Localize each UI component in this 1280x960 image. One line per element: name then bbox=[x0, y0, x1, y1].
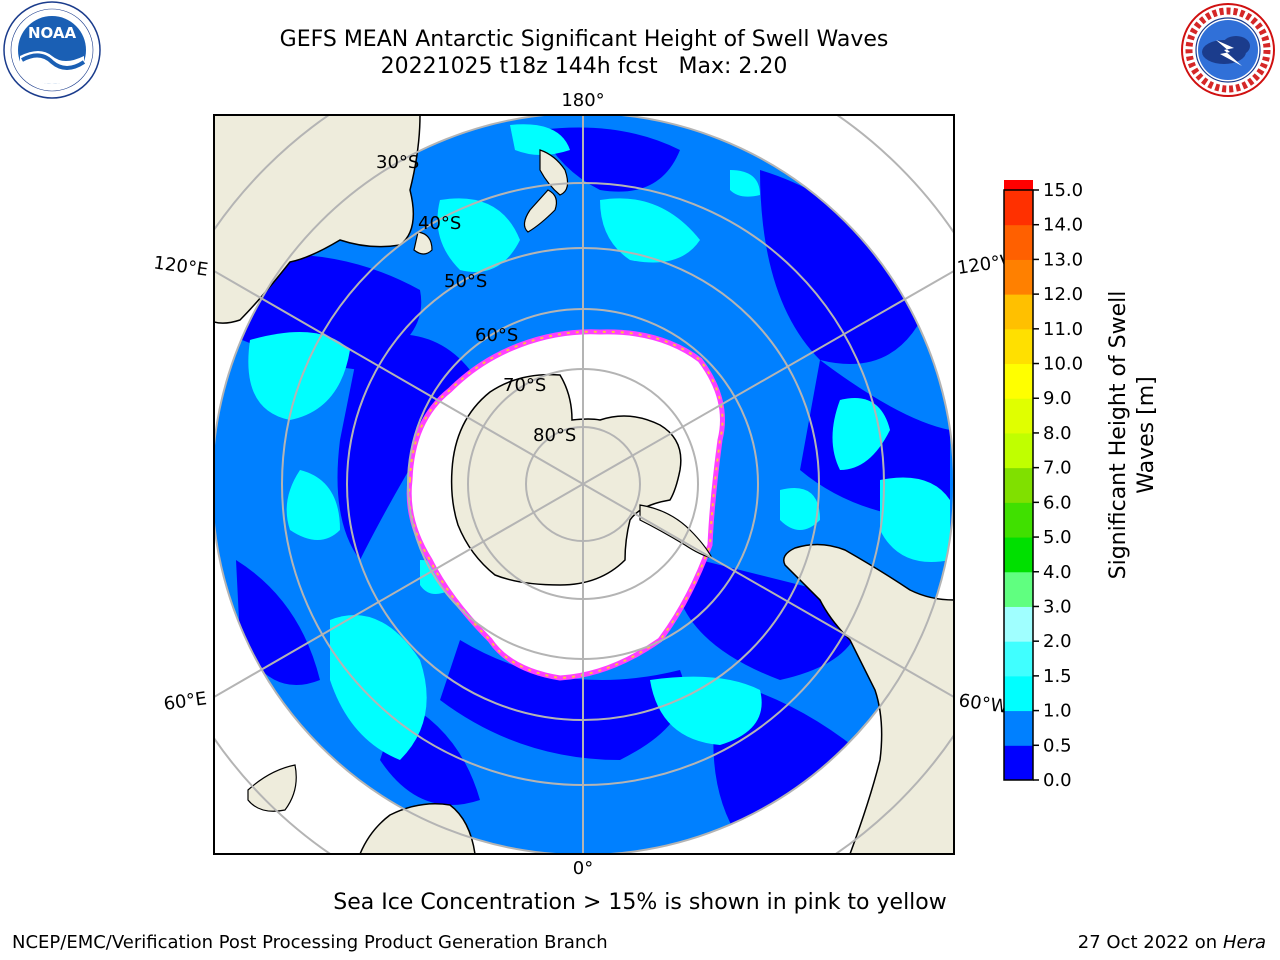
noaa-logo: NOAA bbox=[3, 1, 101, 99]
footer-date-text: 27 Oct 2022 on bbox=[1077, 932, 1223, 953]
nws-logo bbox=[1181, 3, 1275, 97]
footer-host: Hera bbox=[1222, 932, 1266, 953]
chart-title: GEFS MEAN Antarctic Significant Height o… bbox=[279, 27, 889, 52]
colorbar-swatch bbox=[1004, 398, 1033, 434]
colorbar-tick-label: 14.0 bbox=[1043, 215, 1083, 236]
colorbar-label: Significant Height of Swell Waves [m] bbox=[1106, 291, 1159, 580]
colorbar-swatch bbox=[1004, 467, 1033, 503]
colorbar-swatches bbox=[1004, 180, 1033, 781]
colorbar-tick-label: 3.0 bbox=[1043, 596, 1072, 617]
colorbar-tick-label: 7.0 bbox=[1043, 458, 1072, 479]
lat-label-50s: 50°S bbox=[444, 271, 487, 292]
map-area: 30°S 40°S 50°S 60°S 70°S 80°S bbox=[214, 115, 954, 854]
colorbar-tick-label: 10.0 bbox=[1043, 354, 1083, 375]
colorbar-tick-label: 0.0 bbox=[1043, 770, 1072, 790]
colorbar-swatch bbox=[1004, 537, 1033, 573]
colorbar-tick-label: 13.0 bbox=[1043, 249, 1083, 270]
colorbar-tick-label: 8.0 bbox=[1043, 423, 1072, 444]
colorbar-swatch bbox=[1004, 606, 1033, 642]
sea-ice-note: Sea Ice Concentration > 15% is shown in … bbox=[333, 890, 947, 915]
colorbar-swatch bbox=[1004, 710, 1033, 746]
colorbar-swatch bbox=[1004, 641, 1033, 677]
lat-label-40s: 40°S bbox=[418, 213, 461, 234]
colorbar-swatch bbox=[1004, 502, 1033, 538]
colorbar-tick-label: 2.0 bbox=[1043, 631, 1072, 652]
tasmania-land bbox=[413, 231, 433, 255]
colorbar-swatch bbox=[1004, 294, 1033, 330]
colorbar-tick-label: 4.0 bbox=[1043, 562, 1072, 583]
colorbar-frame bbox=[1003, 189, 1034, 781]
colorbar-tick-label: 12.0 bbox=[1043, 284, 1083, 305]
madagascar-land bbox=[247, 764, 297, 812]
colorbar-tick-label: 0.5 bbox=[1043, 735, 1072, 756]
lat-label-30s: 30°S bbox=[376, 152, 419, 173]
colorbar-tick-label: 15.0 bbox=[1043, 180, 1083, 201]
colorbar-swatch bbox=[1004, 190, 1033, 226]
colorbar-swatch bbox=[1004, 363, 1033, 399]
antarctica-land bbox=[450, 373, 682, 586]
south-america-land bbox=[783, 543, 954, 854]
colorbar-swatch bbox=[1004, 675, 1033, 712]
colorbar-label-line1: Significant Height of Swell bbox=[1106, 291, 1131, 580]
map-frame bbox=[213, 114, 955, 855]
lon-label-180: 180° bbox=[561, 90, 604, 111]
colorbar-ticks: 15.0 14.0 13.0 12.0 11.0 10.0 9.0 8.0 7.0 6.0 5.0 4… bbox=[1033, 180, 1083, 790]
footer-date: 27 Oct 2022 on Hera bbox=[1078, 932, 1266, 953]
colorbar-tick-label: 1.0 bbox=[1043, 701, 1072, 722]
africa-land bbox=[359, 803, 476, 854]
longitude-gridlines bbox=[214, 115, 954, 854]
colorbar-swatch bbox=[1004, 328, 1033, 365]
colorbar-tick-label: 1.5 bbox=[1043, 666, 1072, 687]
colorbar-swatch bbox=[1004, 571, 1033, 607]
ocean-swell-field bbox=[214, 115, 954, 854]
lon-label-120e: 120°E bbox=[152, 252, 209, 280]
lat-label-70s: 70°S bbox=[503, 375, 546, 396]
chart-subtitle: 20221025 t18z 144h fcst Max: 2.20 bbox=[380, 54, 788, 79]
colorbar-tick-label: 6.0 bbox=[1043, 492, 1072, 513]
colorbar-swatch bbox=[1004, 432, 1033, 469]
footer-credit: NCEP/EMC/Verification Post Processing Pr… bbox=[12, 932, 608, 953]
lat-label-60s: 60°S bbox=[475, 325, 518, 346]
lat-label-80s: 80°S bbox=[533, 425, 576, 446]
colorbar: 15.0 14.0 13.0 12.0 11.0 10.0 9.0 8.0 7.0 6.0 5.0 4… bbox=[1003, 180, 1083, 790]
lon-label-0: 0° bbox=[573, 858, 593, 879]
colorbar-tick-label: 11.0 bbox=[1043, 319, 1083, 340]
colorbar-swatch bbox=[1004, 180, 1033, 191]
colorbar-swatch bbox=[1004, 224, 1033, 260]
new-zealand-south bbox=[523, 189, 558, 233]
colorbar-label-line2: Waves [m] bbox=[1134, 376, 1159, 493]
colorbar-tick-label: 5.0 bbox=[1043, 527, 1072, 548]
colorbar-swatch bbox=[1004, 745, 1033, 781]
noaa-logo-text: NOAA bbox=[28, 24, 77, 42]
lon-label-60e: 60°E bbox=[162, 688, 208, 715]
colorbar-tick-label: 9.0 bbox=[1043, 388, 1072, 409]
colorbar-swatch bbox=[1004, 259, 1033, 295]
